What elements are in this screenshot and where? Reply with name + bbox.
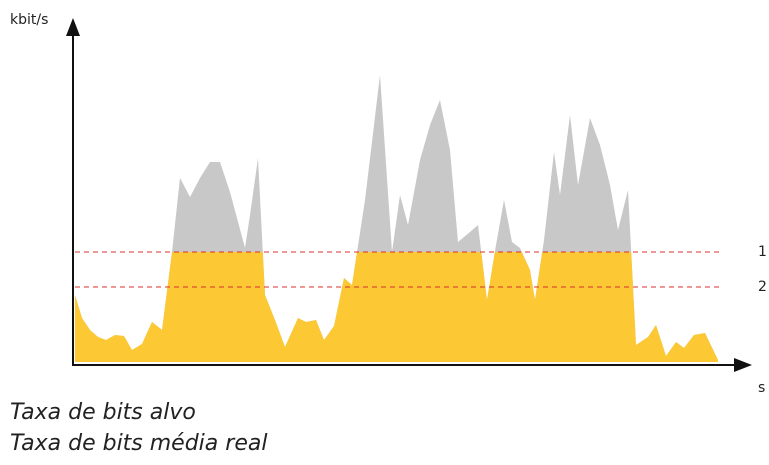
x-axis-arrow: [734, 358, 752, 372]
level-1-label: 1: [758, 244, 767, 260]
y-axis-arrow: [66, 18, 80, 36]
caption: Taxa de bits alvo: [10, 400, 196, 425]
x-axis-label: s: [758, 380, 765, 396]
actual-bitrate-area: [75, 252, 718, 362]
caption: Taxa de bits média real: [10, 431, 267, 456]
y-axis-label: kbit/s: [10, 12, 48, 28]
level-2-label: 2: [758, 279, 767, 295]
